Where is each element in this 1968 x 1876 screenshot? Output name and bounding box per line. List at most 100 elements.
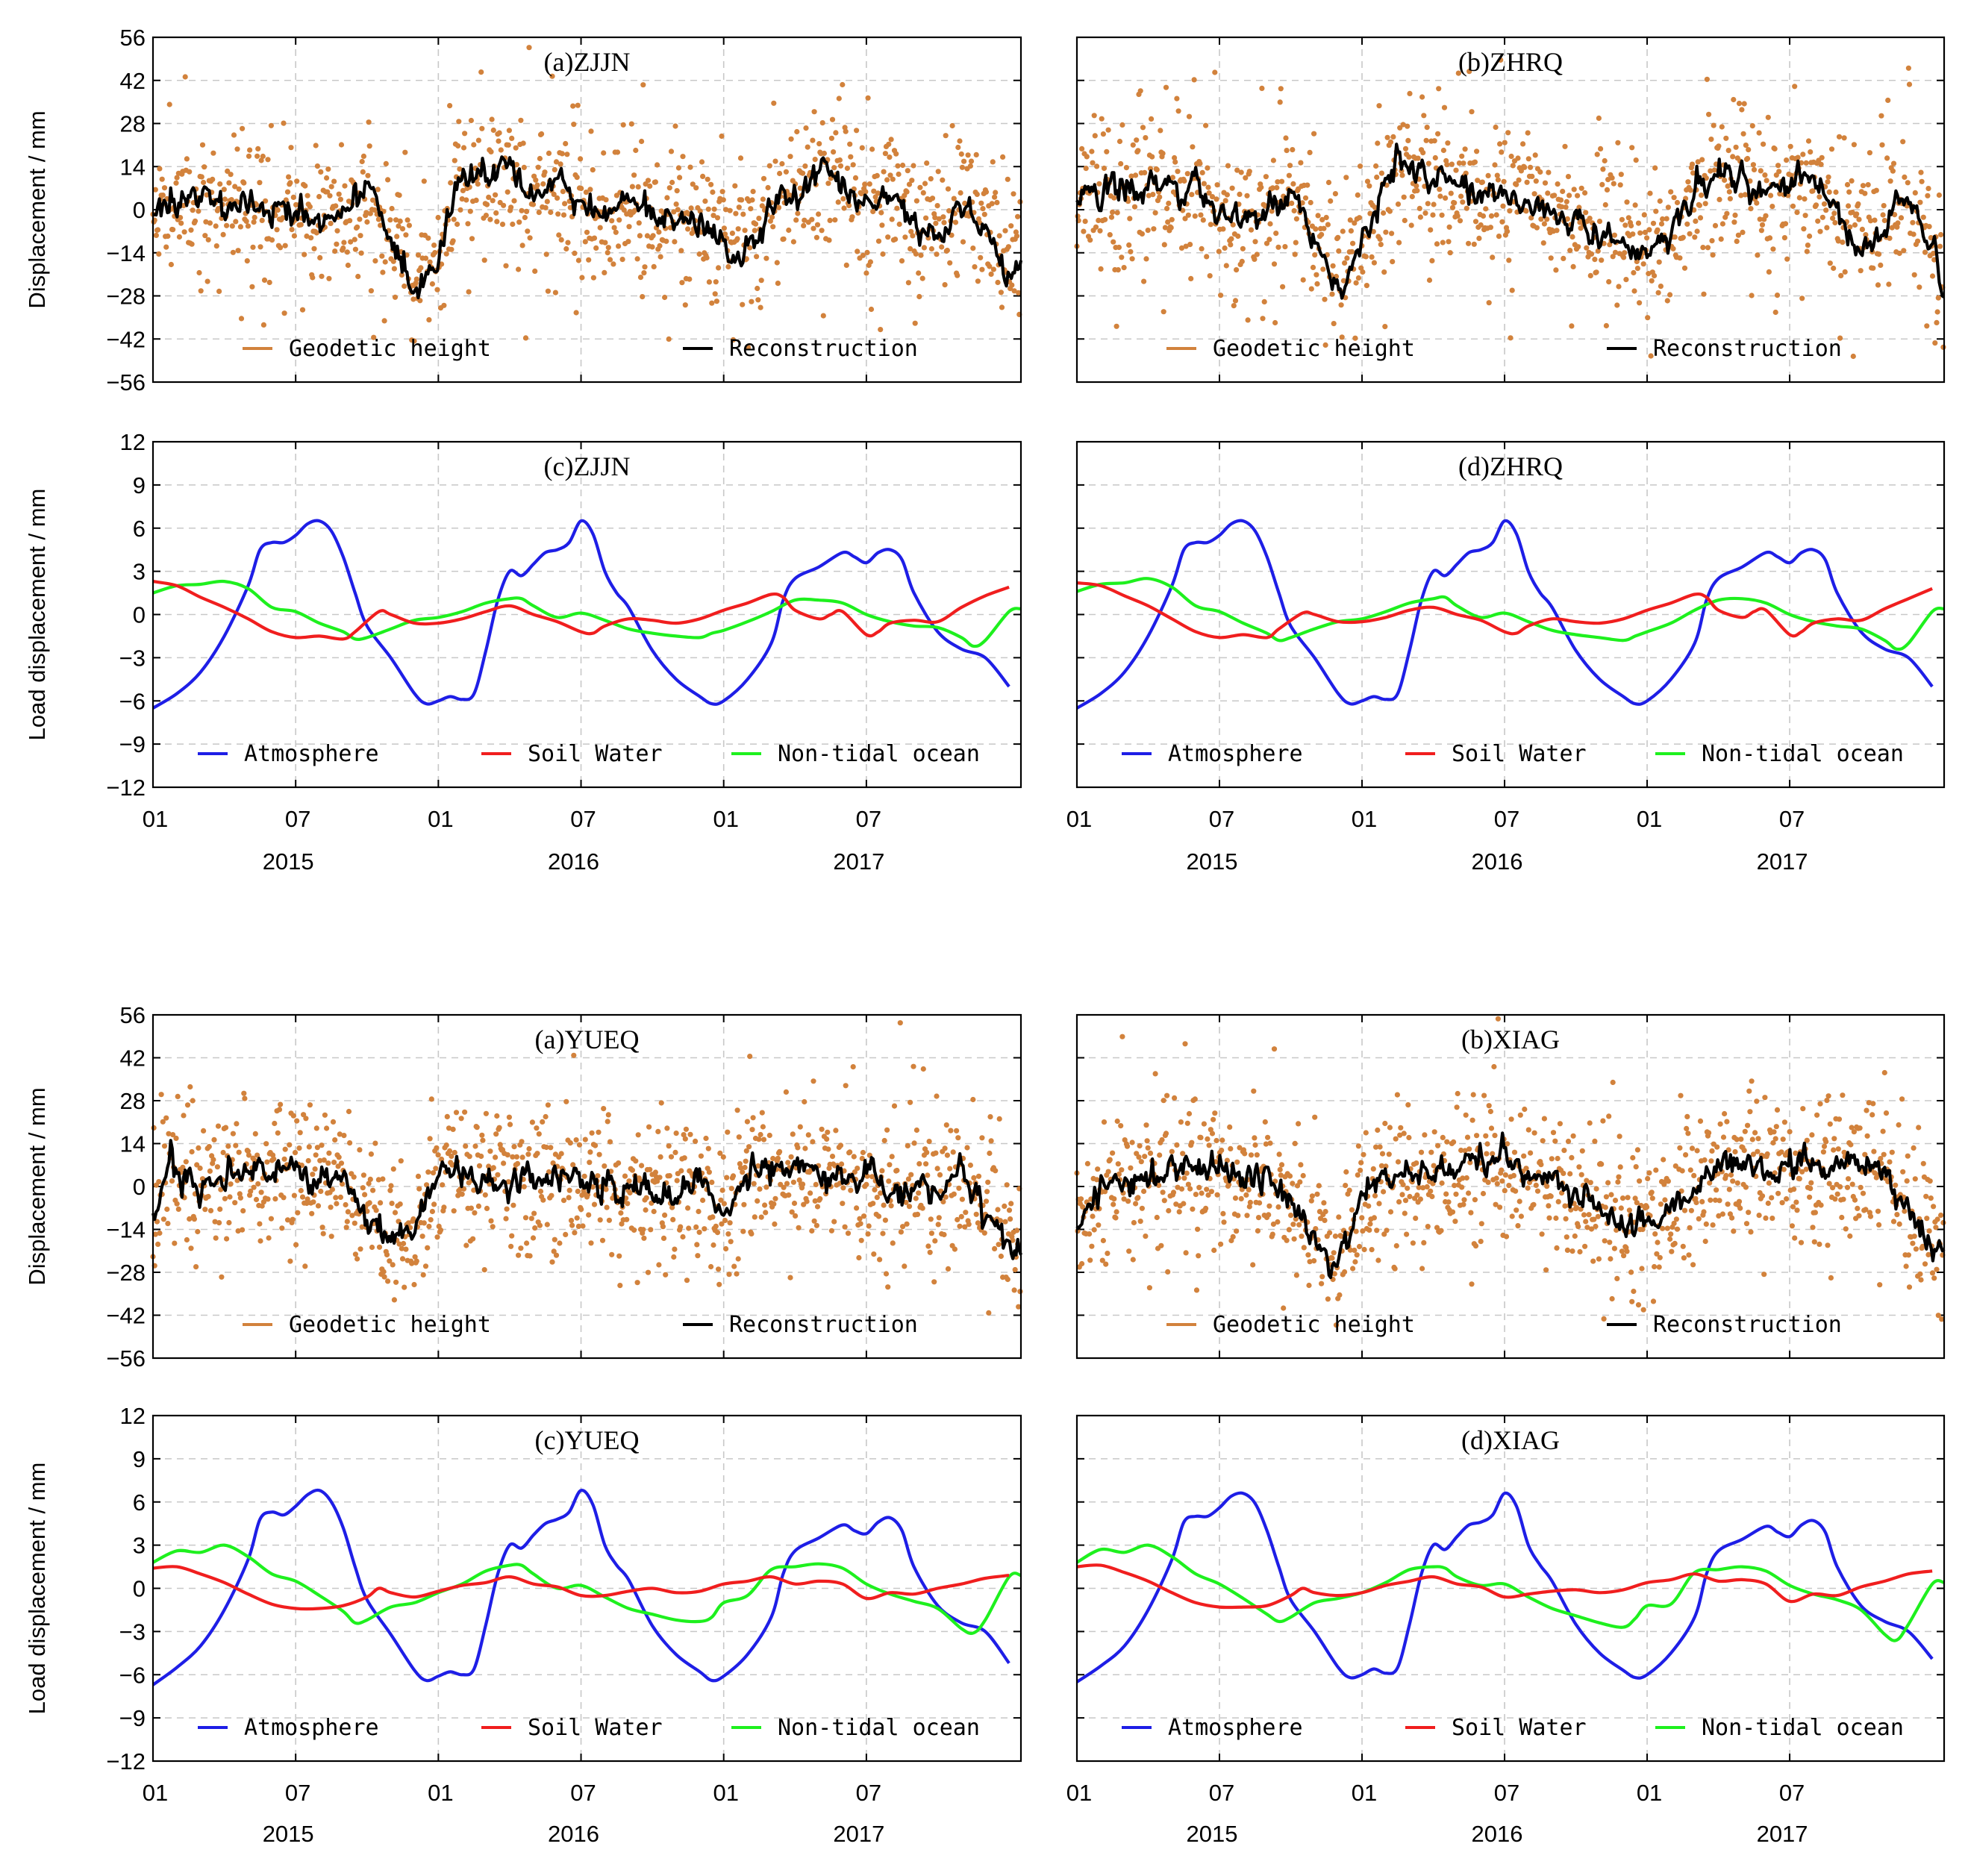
geodetic-height-point <box>841 205 847 211</box>
geodetic-height-point <box>1152 210 1158 216</box>
grid-lines <box>153 1416 1021 1761</box>
geodetic-height-point <box>1398 1125 1404 1131</box>
geodetic-height-point <box>521 164 527 170</box>
geodetic-height-point <box>379 253 385 259</box>
geodetic-height-point <box>884 1127 890 1133</box>
geodetic-height-point <box>509 1233 515 1239</box>
geodetic-height-point <box>1204 254 1210 260</box>
geodetic-height-point <box>1855 1205 1861 1211</box>
geodetic-height-point <box>619 1221 625 1227</box>
geodetic-height-point <box>1078 1196 1084 1202</box>
geodetic-height-point <box>633 1158 639 1164</box>
geodetic-height-point <box>1386 1151 1392 1157</box>
geodetic-height-point <box>1201 181 1207 187</box>
geodetic-height-point <box>483 213 490 219</box>
geodetic-height-point <box>1516 1198 1522 1204</box>
geodetic-height-point <box>372 1140 378 1146</box>
geodetic-height-point <box>1444 162 1450 168</box>
geodetic-height-point <box>1205 1136 1211 1142</box>
geodetic-height-point <box>1429 1193 1435 1200</box>
geodetic-height-point <box>1402 1198 1409 1204</box>
geodetic-height-point <box>952 219 959 225</box>
geodetic-height-point <box>587 1160 593 1166</box>
geodetic-height-point <box>1869 1112 1875 1118</box>
geodetic-height-point <box>1710 252 1716 258</box>
geodetic-height-point <box>858 1221 863 1227</box>
geodetic-height-point <box>942 282 948 288</box>
geodetic-height-point <box>313 1125 319 1131</box>
geodetic-height-point <box>265 1196 271 1202</box>
geodetic-height-point <box>945 1266 952 1272</box>
geodetic-height-point <box>478 1153 484 1160</box>
geodetic-height-point <box>1657 198 1663 204</box>
geodetic-height-point <box>1219 1147 1225 1154</box>
geodetic-height-point <box>434 1145 440 1151</box>
geodetic-height-point <box>1922 249 1928 255</box>
geodetic-height-point <box>1203 1205 1209 1211</box>
geodetic-height-point <box>865 95 871 101</box>
geodetic-height-point <box>1563 1216 1569 1222</box>
geodetic-height-point <box>1503 1234 1510 1239</box>
geodetic-height-point <box>516 219 522 225</box>
geodetic-height-point <box>1266 1212 1272 1218</box>
geodetic-height-point <box>1595 1213 1601 1219</box>
geodetic-height-point <box>1232 1195 1239 1201</box>
geodetic-height-point <box>313 1152 319 1158</box>
geodetic-height-point <box>1702 201 1708 207</box>
geodetic-height-point <box>563 246 569 252</box>
geodetic-height-point <box>1653 1167 1659 1173</box>
geodetic-height-point <box>1405 1185 1411 1191</box>
geodetic-height-point <box>1338 302 1344 308</box>
geodetic-height-point <box>1419 94 1425 100</box>
geodetic-height-point <box>426 1223 432 1230</box>
geodetic-height-point <box>399 1256 406 1262</box>
geodetic-height-point <box>1327 1230 1333 1236</box>
geodetic-height-point <box>1158 1242 1164 1248</box>
geodetic-height-point <box>819 1126 825 1132</box>
geodetic-height-point <box>1835 1146 1841 1152</box>
geodetic-height-point <box>920 1066 926 1072</box>
geodetic-height-point <box>220 231 226 237</box>
geodetic-height-point <box>640 1227 646 1233</box>
geodetic-height-point <box>555 195 560 201</box>
geodetic-height-point <box>1497 1204 1503 1210</box>
geodetic-height-point <box>246 153 252 159</box>
geodetic-height-point <box>460 187 466 193</box>
geodetic-height-point <box>759 1110 765 1116</box>
geodetic-height-point <box>919 1205 925 1211</box>
geodetic-height-point <box>657 1154 663 1160</box>
geodetic-height-point <box>1397 1132 1403 1138</box>
geodetic-height-point <box>1925 1251 1931 1257</box>
geodetic-height-point <box>588 1240 594 1246</box>
geodetic-height-point <box>563 1098 569 1104</box>
geodetic-height-point <box>1881 217 1887 224</box>
non-tidal-ocean-legend-label: Non-tidal ocean <box>1702 1715 1904 1741</box>
geodetic-height-point <box>357 1147 363 1153</box>
geodetic-height-point <box>783 1089 789 1095</box>
geodetic-height-point <box>995 279 1001 286</box>
y-tick-label: −12 <box>106 1748 146 1775</box>
geodetic-height-point <box>680 1234 686 1240</box>
geodetic-height-point <box>166 1131 172 1136</box>
geodetic-height-point <box>505 142 511 148</box>
geodetic-height-point <box>1679 1168 1685 1174</box>
geodetic-height-point <box>816 141 822 147</box>
geodetic-height-point <box>1558 197 1564 203</box>
geodetic-height-point <box>165 233 171 240</box>
geodetic-height-point <box>490 127 496 134</box>
geodetic-height-point <box>1773 1124 1779 1130</box>
geodetic-height-point <box>786 1192 792 1198</box>
atmosphere-legend-label: Atmosphere <box>1168 741 1303 767</box>
geodetic-height-point <box>455 143 461 149</box>
geodetic-height-point <box>1787 143 1793 149</box>
geodetic-height-point <box>965 152 971 158</box>
geodetic-height-point <box>905 280 911 286</box>
y-tick-label: −14 <box>106 240 146 266</box>
geodetic-height-point <box>923 215 929 221</box>
reconstruction-legend-label: Reconstruction <box>729 1312 918 1338</box>
geodetic-height-point <box>496 138 502 144</box>
geodetic-height-point <box>1917 199 1923 205</box>
geodetic-height-point <box>1725 1201 1731 1207</box>
geodetic-height-point <box>217 1206 223 1212</box>
geodetic-height-point <box>672 1246 678 1252</box>
